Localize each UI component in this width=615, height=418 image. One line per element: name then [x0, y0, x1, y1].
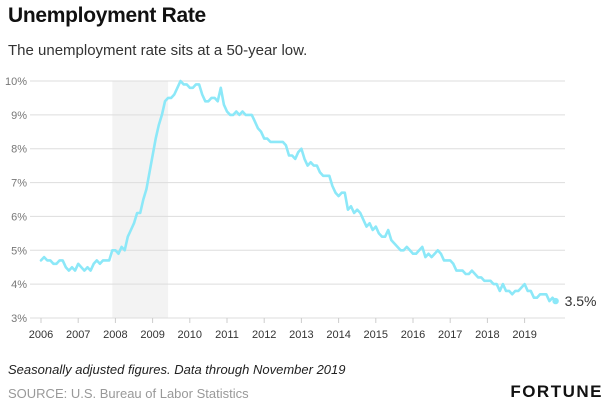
x-tick-label: 2006: [29, 329, 53, 341]
y-tick-label: 10%: [5, 76, 27, 88]
series-line: [39, 79, 557, 303]
chart-title: Unemployment Rate: [8, 4, 206, 27]
line-chart: 3% 4% 5% 6% 7% 8% 9% 10% 2006 2007 2008 2009 2010 20…: [5, 76, 597, 341]
footnote: Seasonally adjusted figures. Data throug…: [8, 362, 346, 377]
end-point-marker: [552, 297, 559, 305]
x-tick-label: 2019: [512, 329, 536, 341]
y-tick-label: 9%: [11, 110, 27, 122]
x-tick-label: 2013: [289, 329, 313, 341]
fortune-logo: FORTUNE: [510, 382, 603, 401]
chart-subtitle: The unemployment rate sits at a 50-year …: [8, 42, 308, 59]
y-tick-label: 3%: [11, 313, 27, 325]
x-tick-label: 2007: [66, 329, 90, 341]
source-credit: SOURCE: U.S. Bureau of Labor Statistics: [8, 386, 249, 401]
y-tick-label: 4%: [11, 279, 27, 291]
x-tick-label: 2011: [215, 329, 239, 341]
y-tick-label: 5%: [11, 245, 27, 257]
y-tick-label: 6%: [11, 211, 27, 223]
x-tick-label: 2012: [252, 329, 276, 341]
end-value-label: 3.5%: [565, 293, 597, 309]
x-tick-label: 2008: [103, 329, 127, 341]
recession-band: [112, 81, 169, 318]
x-tick-label: 2017: [438, 329, 462, 341]
x-tick-label: 2009: [140, 329, 164, 341]
x-tick-label: 2016: [401, 329, 425, 341]
x-tick-label: 2018: [475, 329, 499, 341]
y-tick-label: 8%: [11, 144, 27, 156]
x-tick-label: 2010: [178, 329, 202, 341]
x-tick-label: 2015: [364, 329, 388, 341]
y-tick-label: 7%: [11, 178, 27, 190]
x-tick-label: 2014: [326, 329, 350, 341]
